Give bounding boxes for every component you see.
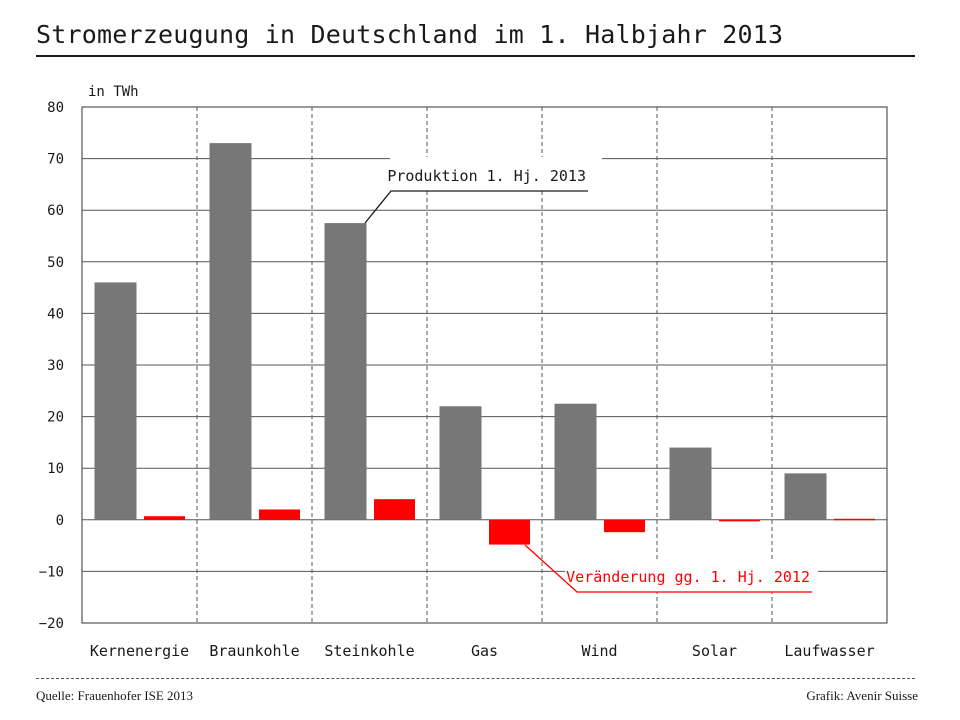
legend-change: Veränderung gg. 1. Hj. 2012 [566,568,810,586]
bar-production [324,223,367,520]
bar-production [784,473,827,520]
y-tick-label: 40 [47,306,64,322]
y-tick-label: −20 [39,616,64,632]
y-tick-label: 80 [47,100,64,116]
bar-chart: −20 −10 0 10 20 30 40 50 60 70 80 Kernenergie Braunk… [39,84,888,660]
title-rule [36,55,915,57]
source-note: Quelle: Frauenhofer ISE 2013 [36,688,194,703]
bar-production [439,406,482,520]
credit-note: Grafik: Avenir Suisse [806,688,918,703]
y-tick-label: 70 [47,152,64,168]
legend-production-leader [364,190,588,224]
x-tick-label: Steinkohle [324,642,414,660]
bar-change [374,499,415,520]
bar-production [94,282,137,520]
bar-production [209,143,252,520]
bar-change [719,519,760,522]
bar-change [604,519,645,533]
bar-production [554,403,597,520]
axes [81,106,888,624]
y-tick-label: 10 [47,461,64,477]
x-tick-label: Wind [581,642,617,660]
x-tick-label: Gas [471,642,498,660]
y-tick-label: −10 [39,564,64,580]
bar-production [669,447,712,520]
plot-frame [81,106,888,624]
labels: −20 −10 0 10 20 30 40 50 60 70 80 Kernenergie Braunk… [39,84,875,660]
bars [94,143,875,545]
chart-title: Stromerzeugung in Deutschland im 1. Halb… [36,20,784,49]
legend-change-bg [565,562,818,592]
y-tick-label: 60 [47,203,64,219]
x-tick-label: Solar [692,642,737,660]
bar-change [259,509,300,520]
footer-rule [36,678,915,679]
bar-change [489,519,530,545]
x-tick-label: Kernenergie [90,642,189,660]
legend-production-bg [390,157,602,190]
x-tick-label: Braunkohle [209,642,299,660]
y-tick-label: 50 [47,255,64,271]
bar-change [144,516,185,520]
legend-production: Produktion 1. Hj. 2013 [387,167,586,185]
y-tick-label: 20 [47,410,64,426]
y-tick-label: 0 [56,513,64,529]
y-tick-label: 30 [47,358,64,374]
x-tick-label: Laufwasser [784,642,874,660]
legend-change-leader [524,544,812,593]
bar-change [834,518,875,521]
unit-label: in TWh [88,84,139,100]
